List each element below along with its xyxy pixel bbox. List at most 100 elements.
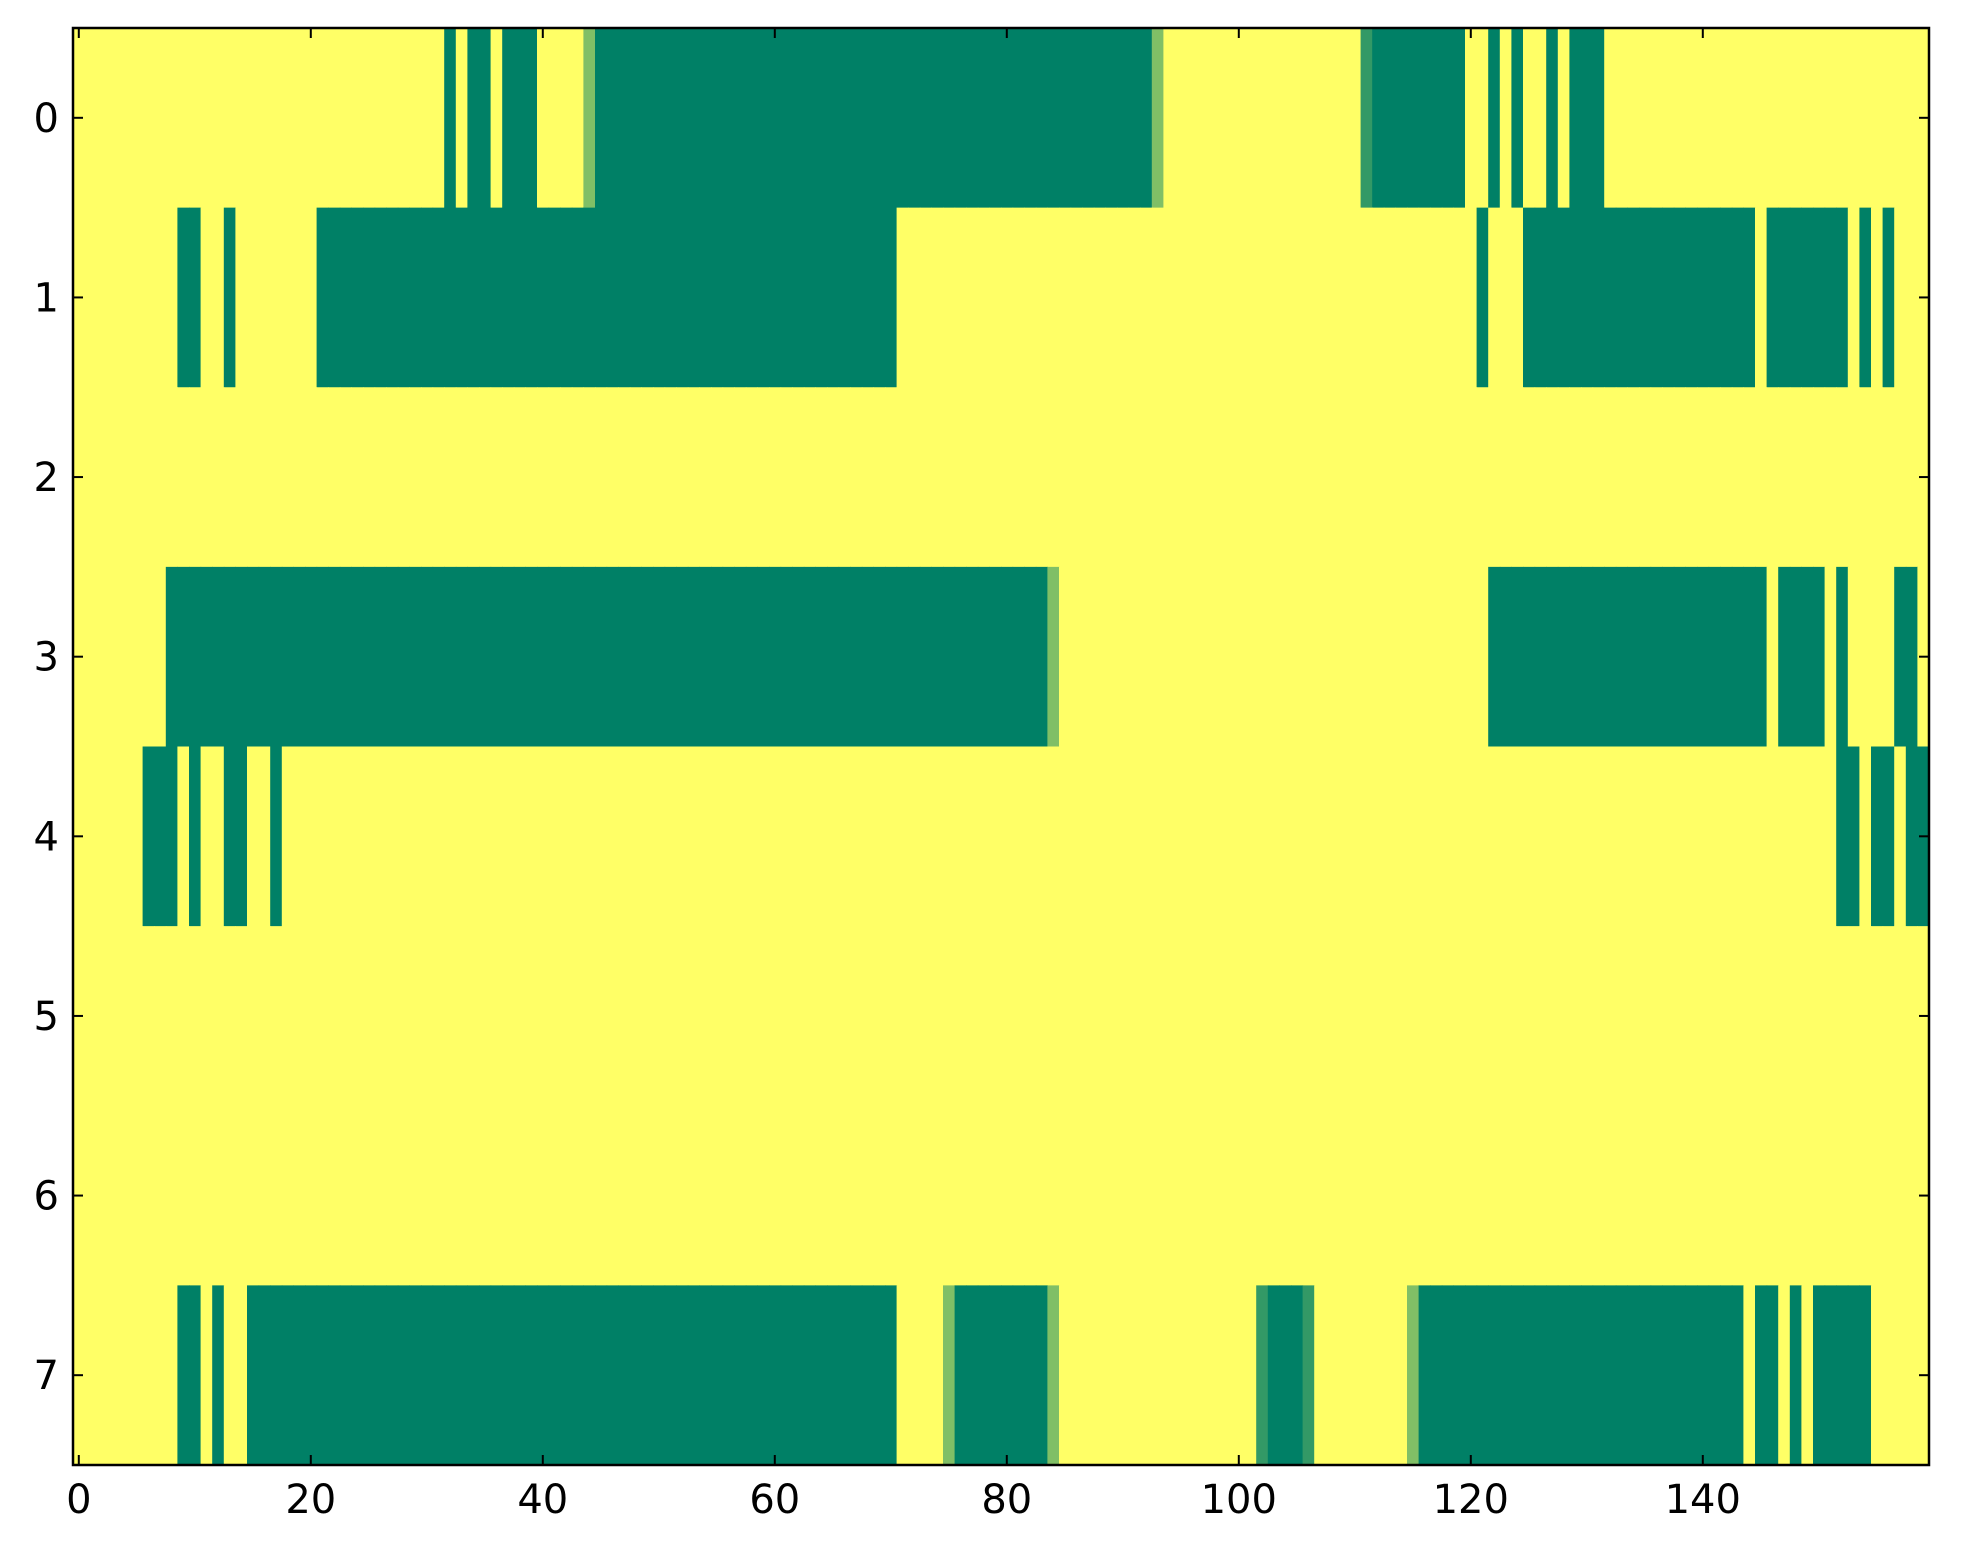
heatmap-cell bbox=[1047, 387, 1060, 568]
heatmap-cell bbox=[1047, 1285, 1060, 1466]
heatmap-cell bbox=[1407, 28, 1420, 209]
heatmap-cell bbox=[525, 1105, 538, 1286]
heatmap-cell bbox=[1662, 1285, 1675, 1466]
heatmap-cell bbox=[281, 746, 294, 927]
heatmap-cell bbox=[1534, 566, 1547, 748]
heatmap-cell bbox=[177, 207, 190, 388]
heatmap-cell bbox=[850, 387, 863, 568]
heatmap-cell bbox=[1395, 566, 1408, 748]
heatmap-cell bbox=[1766, 387, 1779, 568]
heatmap-cell bbox=[1059, 746, 1072, 927]
heatmap-cell bbox=[421, 387, 434, 568]
heatmap-cell bbox=[444, 746, 457, 927]
heatmap-cell bbox=[595, 566, 608, 748]
heatmap-cell bbox=[1465, 566, 1478, 748]
heatmap-cell bbox=[1151, 926, 1164, 1107]
heatmap-cell bbox=[1708, 28, 1721, 209]
heatmap-cell bbox=[374, 207, 387, 388]
heatmap-cell bbox=[653, 926, 666, 1107]
heatmap-cell bbox=[96, 387, 109, 568]
heatmap-cell bbox=[687, 28, 700, 209]
heatmap-cell bbox=[467, 566, 480, 748]
heatmap-cell bbox=[769, 1105, 782, 1286]
heatmap-cell bbox=[1291, 746, 1304, 927]
heatmap-cell bbox=[1151, 387, 1164, 568]
heatmap-cell bbox=[931, 926, 944, 1107]
heatmap-cell bbox=[1569, 387, 1582, 568]
heatmap-cell bbox=[444, 1105, 457, 1286]
heatmap-cell bbox=[1755, 28, 1768, 209]
heatmap-cell bbox=[1256, 1105, 1269, 1286]
heatmap-cell bbox=[1476, 926, 1489, 1107]
heatmap-cell bbox=[270, 387, 283, 568]
heatmap-cell bbox=[943, 1105, 956, 1286]
heatmap-cell bbox=[1383, 566, 1396, 748]
heatmap-cell bbox=[1534, 1105, 1547, 1286]
heatmap-cell bbox=[1523, 387, 1536, 568]
heatmap-cell bbox=[1673, 1285, 1686, 1466]
heatmap-cell bbox=[711, 387, 724, 568]
heatmap-cell bbox=[1697, 207, 1710, 388]
heatmap-cell bbox=[351, 746, 364, 927]
heatmap-cell bbox=[1836, 566, 1849, 748]
heatmap-cell bbox=[803, 746, 816, 927]
heatmap-cell bbox=[455, 387, 468, 568]
heatmap-cell bbox=[444, 387, 457, 568]
heatmap-cell bbox=[1731, 566, 1744, 748]
heatmap-cell bbox=[96, 566, 109, 748]
heatmap-cell bbox=[1349, 926, 1362, 1107]
heatmap-cell bbox=[1291, 1105, 1304, 1286]
heatmap-cell bbox=[1360, 1285, 1373, 1466]
heatmap-cell bbox=[583, 387, 596, 568]
heatmap-cell bbox=[1349, 1105, 1362, 1286]
heatmap-cell bbox=[305, 926, 318, 1107]
heatmap-cell bbox=[339, 926, 352, 1107]
heatmap-cell bbox=[1001, 28, 1014, 209]
heatmap-cell bbox=[1639, 387, 1652, 568]
heatmap-cell bbox=[1302, 1105, 1315, 1286]
heatmap-cell bbox=[699, 566, 712, 748]
heatmap-cell bbox=[1546, 926, 1559, 1107]
heatmap-cell bbox=[84, 566, 97, 748]
heatmap-cell bbox=[1488, 207, 1501, 388]
heatmap-cell bbox=[1140, 207, 1153, 388]
heatmap-cell bbox=[815, 207, 828, 388]
heatmap-cell bbox=[84, 746, 97, 927]
heatmap-cell bbox=[1894, 926, 1907, 1107]
heatmap-cell bbox=[1360, 746, 1373, 927]
heatmap-cell bbox=[1731, 926, 1744, 1107]
heatmap-cell bbox=[1523, 926, 1536, 1107]
heatmap-cell bbox=[989, 387, 1002, 568]
heatmap-cell bbox=[1824, 926, 1837, 1107]
heatmap-cell bbox=[966, 566, 979, 748]
heatmap-cell bbox=[1511, 1105, 1524, 1286]
heatmap-cell bbox=[1314, 746, 1327, 927]
heatmap-cell bbox=[722, 746, 735, 927]
heatmap-cell bbox=[107, 566, 120, 748]
heatmap-cell bbox=[815, 1285, 828, 1466]
heatmap-cell bbox=[1604, 387, 1617, 568]
heatmap-cell bbox=[1151, 207, 1164, 388]
heatmap-cell bbox=[734, 28, 747, 209]
heatmap-cell bbox=[1244, 1285, 1257, 1466]
heatmap-cell bbox=[954, 746, 967, 927]
heatmap-cell bbox=[119, 387, 132, 568]
heatmap-cell bbox=[1581, 566, 1594, 748]
heatmap-cell bbox=[873, 1285, 886, 1466]
heatmap-cell bbox=[1198, 1285, 1211, 1466]
heatmap-cell bbox=[1430, 28, 1443, 209]
heatmap-cell bbox=[1267, 566, 1280, 748]
heatmap-cell bbox=[1349, 28, 1362, 209]
heatmap-cell bbox=[316, 566, 329, 748]
heatmap-cell bbox=[223, 746, 236, 927]
heatmap-cell bbox=[838, 746, 851, 927]
heatmap-cell bbox=[444, 207, 457, 388]
heatmap-cell bbox=[455, 566, 468, 748]
heatmap-cell bbox=[1731, 387, 1744, 568]
heatmap-cell bbox=[1418, 1105, 1431, 1286]
heatmap-cell bbox=[1151, 566, 1164, 748]
heatmap-cell bbox=[734, 1105, 747, 1286]
heatmap-cell bbox=[1059, 1105, 1072, 1286]
heatmap-cell bbox=[827, 1285, 840, 1466]
heatmap-cell bbox=[1871, 566, 1884, 748]
